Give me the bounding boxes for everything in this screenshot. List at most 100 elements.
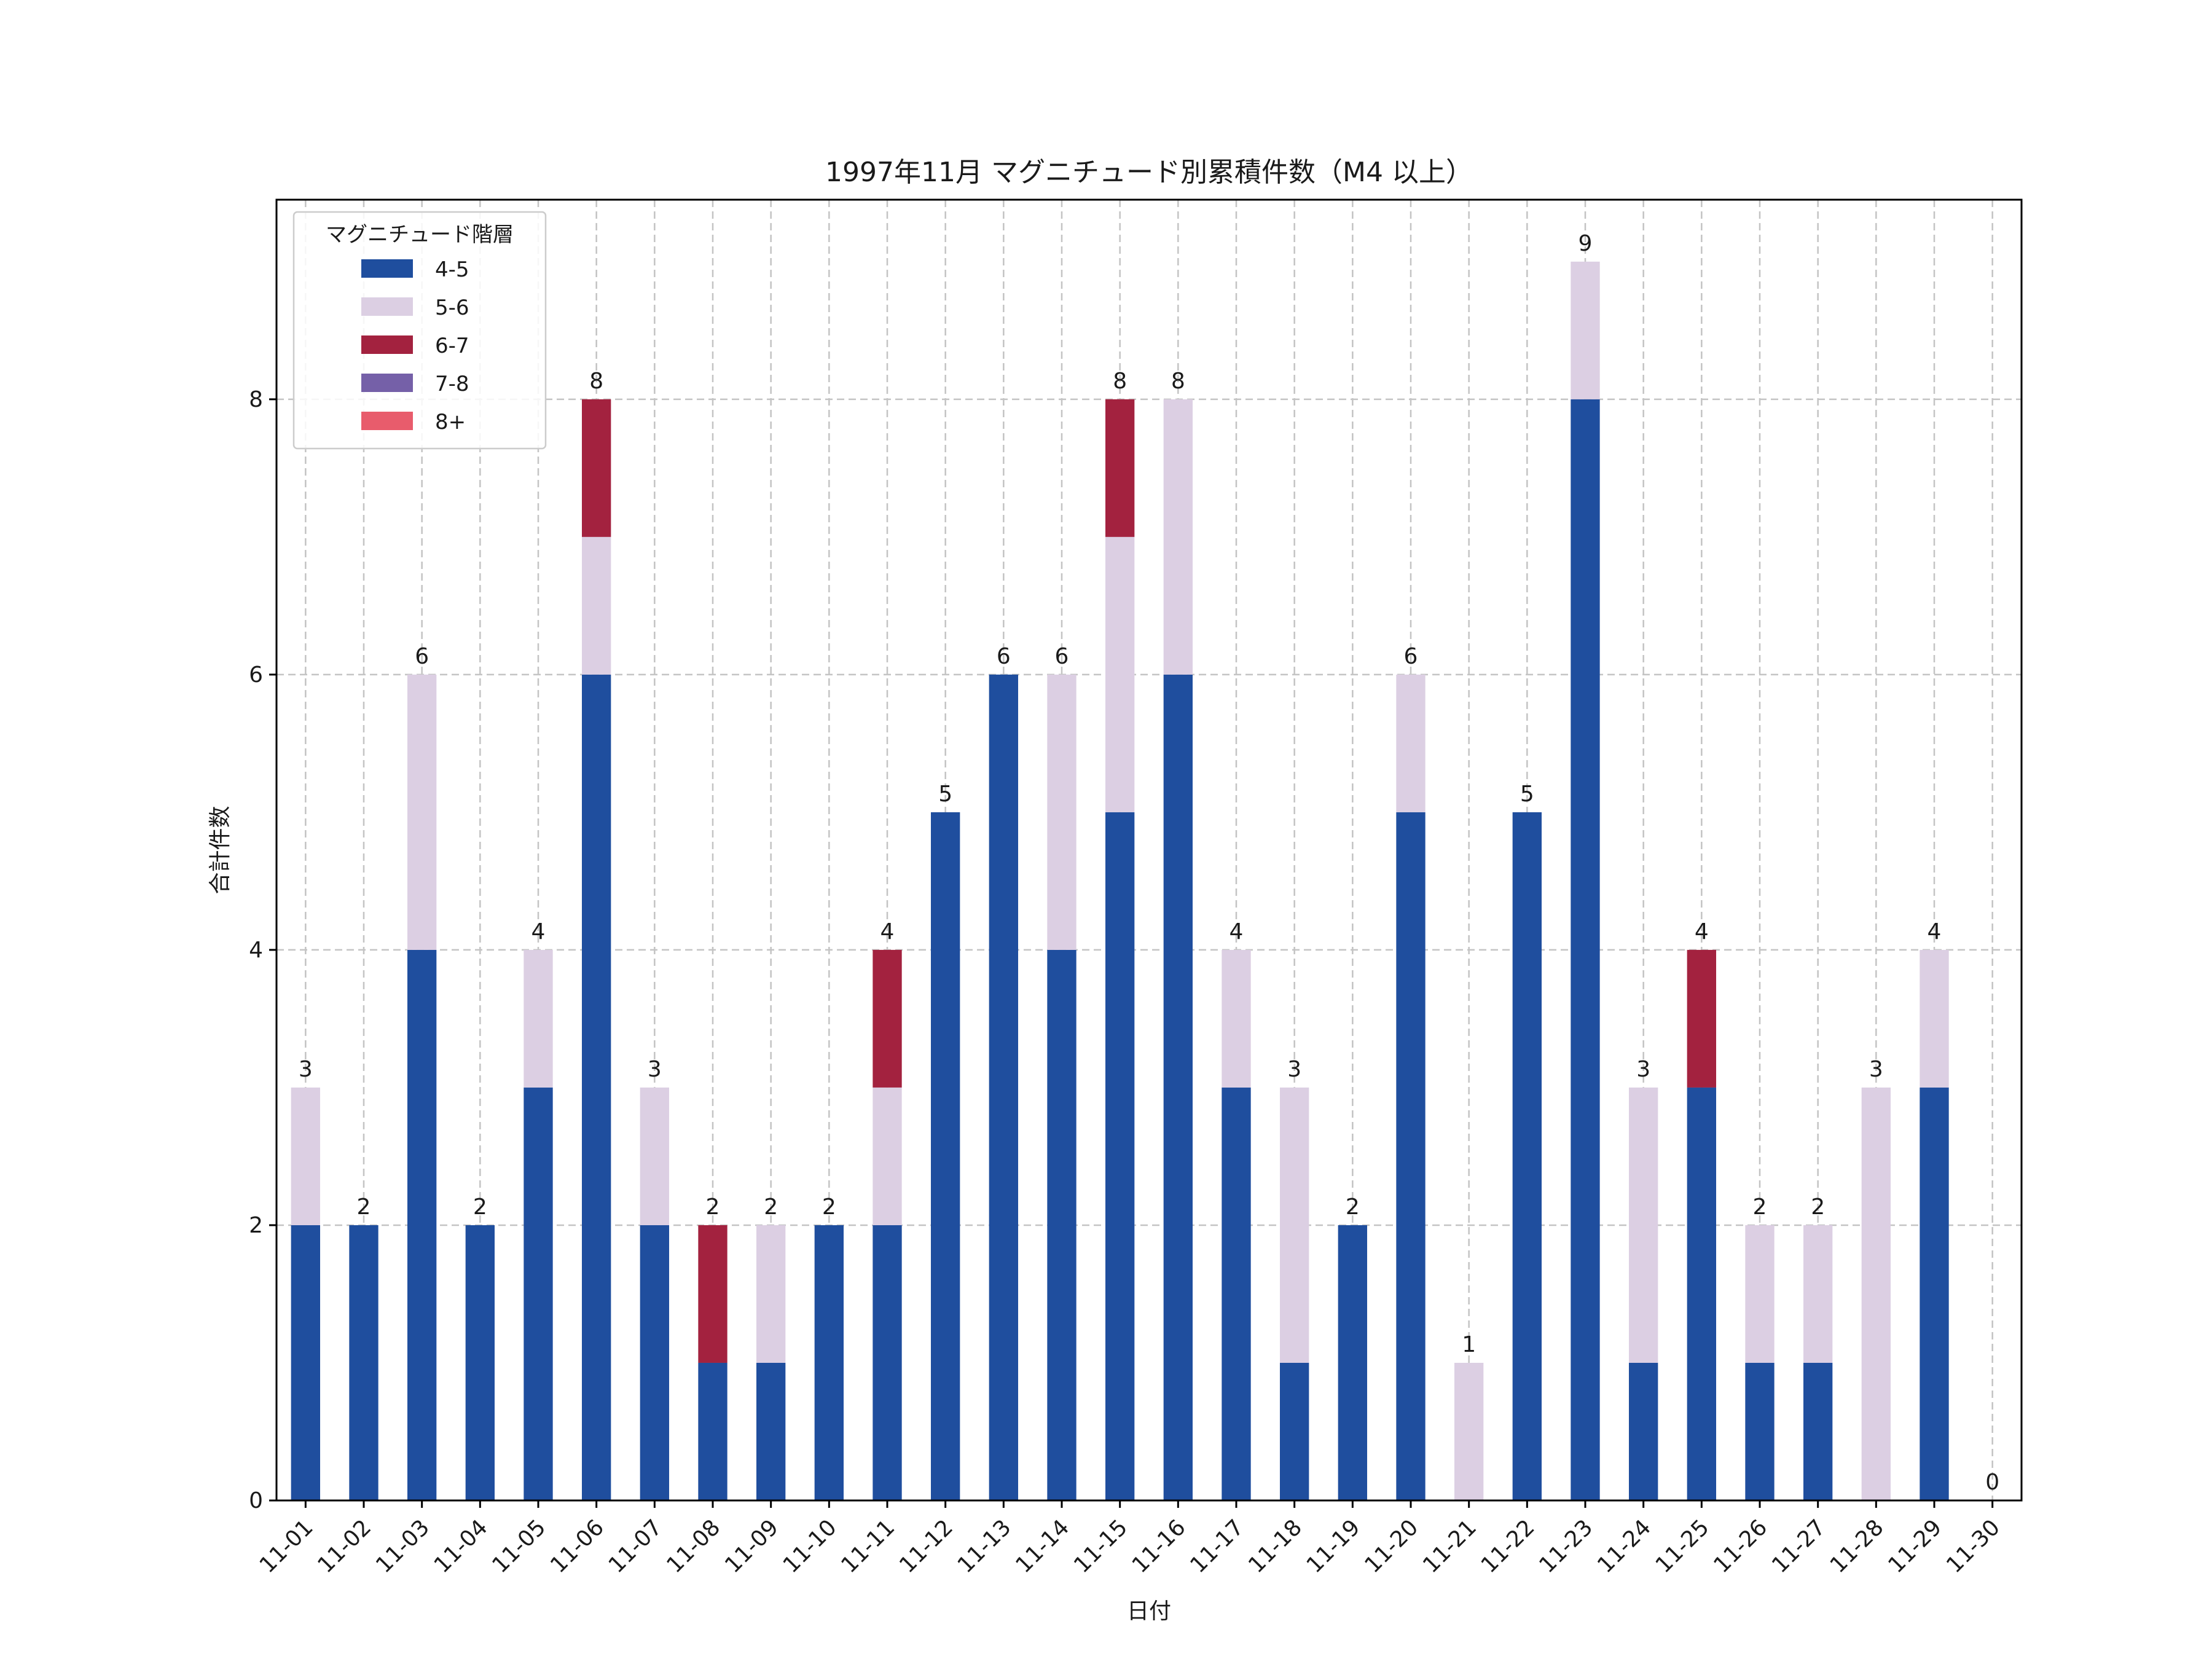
chart-title: 1997年11月 マグニチュード別累積件数（M4 以上） xyxy=(825,157,1473,188)
y-axis-title: 合計件数 xyxy=(208,806,233,894)
bar-segment-5-6 xyxy=(1861,1087,1891,1500)
x-tick-label: 11-18 xyxy=(1244,1515,1307,1578)
data-label: 9 xyxy=(1579,231,1593,256)
bar-segment-4-5 xyxy=(814,1225,844,1500)
bar-segment-4-5 xyxy=(1396,812,1426,1500)
x-tick-label: 11-10 xyxy=(779,1515,842,1578)
data-label: 2 xyxy=(357,1194,371,1220)
bar-segment-5-6 xyxy=(1396,674,1426,812)
bars-layer xyxy=(291,261,1949,1500)
x-tick-label: 11-15 xyxy=(1069,1515,1132,1578)
plot-frame xyxy=(275,198,2023,1502)
x-tick-label: 11-08 xyxy=(662,1515,725,1578)
x-tick-label: 11-16 xyxy=(1128,1515,1191,1578)
legend-label-6-7: 6-7 xyxy=(435,334,469,358)
data-label: 1 xyxy=(1462,1332,1476,1357)
bar-segment-4-5 xyxy=(698,1362,728,1500)
data-label: 6 xyxy=(997,644,1011,669)
data-label: 4 xyxy=(1695,919,1709,944)
data-label: 6 xyxy=(1404,644,1418,669)
bar-segment-4-5 xyxy=(291,1225,320,1500)
data-label: 3 xyxy=(1636,1057,1650,1082)
bar-segment-5-6 xyxy=(1280,1087,1309,1363)
x-tick-label: 11-03 xyxy=(371,1515,434,1578)
x-tick-label: 11-09 xyxy=(720,1515,783,1578)
legend-swatch-4-5 xyxy=(361,259,413,278)
data-label: 5 xyxy=(938,782,952,807)
legend-swatch-7-8 xyxy=(361,374,413,392)
x-tick-label: 11-02 xyxy=(313,1515,376,1578)
x-tick-label: 11-30 xyxy=(1942,1515,2005,1578)
x-tick-label: 11-23 xyxy=(1534,1515,1598,1578)
bar-segment-5-6 xyxy=(1454,1362,1484,1500)
bar-segment-4-5 xyxy=(1629,1362,1658,1500)
legend-swatch-8+ xyxy=(361,412,413,430)
bar-segment-5-6 xyxy=(1920,949,1949,1088)
bar-segment-4-5 xyxy=(1280,1362,1309,1500)
x-tick-label: 11-11 xyxy=(836,1515,900,1578)
x-tick-label: 11-13 xyxy=(953,1515,1016,1578)
bar-segment-4-5 xyxy=(640,1225,669,1500)
data-label: 2 xyxy=(1811,1194,1825,1220)
data-label: 8 xyxy=(589,369,603,394)
bar-segment-4-5 xyxy=(465,1225,495,1500)
data-label: 2 xyxy=(1753,1194,1767,1220)
bar-segment-4-5 xyxy=(407,949,437,1500)
bar-segment-4-5 xyxy=(989,674,1018,1500)
x-tick-label: 11-04 xyxy=(429,1515,493,1578)
x-tick-label: 11-26 xyxy=(1709,1515,1772,1578)
bar-segment-4-5 xyxy=(582,674,611,1500)
bar-segment-5-6 xyxy=(1571,261,1600,399)
data-label: 2 xyxy=(706,1194,720,1220)
bar-segment-6-7 xyxy=(582,399,611,537)
y-tick-label: 2 xyxy=(249,1213,263,1238)
bar-segment-4-5 xyxy=(1338,1225,1367,1500)
x-tick-label: 11-25 xyxy=(1651,1515,1714,1578)
bar-segment-5-6 xyxy=(756,1225,786,1363)
bar-segment-5-6 xyxy=(640,1087,669,1225)
bar-segment-4-5 xyxy=(931,812,960,1500)
bar-segment-4-5 xyxy=(873,1225,902,1500)
bar-segment-5-6 xyxy=(1222,949,1251,1088)
x-tick-label: 11-27 xyxy=(1767,1515,1830,1578)
legend-items: 4-5 5-6 6-7 7-8 8+ xyxy=(361,257,469,434)
data-label: 0 xyxy=(1985,1470,1999,1495)
y-tick-label: 6 xyxy=(249,662,263,688)
data-label: 6 xyxy=(1055,644,1069,669)
data-label: 4 xyxy=(1230,919,1244,944)
x-tick-label: 11-06 xyxy=(546,1515,609,1578)
legend: マグニチュード階層 4-5 5-6 6-7 7-8 8+ xyxy=(292,211,547,450)
x-tick-label: 11-19 xyxy=(1302,1515,1365,1578)
bar-segment-5-6 xyxy=(582,536,611,675)
x-tick-label: 11-17 xyxy=(1185,1515,1249,1578)
legend-box xyxy=(292,211,547,450)
data-label: 3 xyxy=(1287,1057,1301,1082)
bar-segment-4-5 xyxy=(756,1362,786,1500)
y-tick-label: 8 xyxy=(249,387,263,412)
legend-label-4-5: 4-5 xyxy=(435,257,469,282)
bar-segment-4-5 xyxy=(1512,812,1542,1500)
x-tick-label: 11-21 xyxy=(1418,1515,1481,1578)
data-label: 5 xyxy=(1520,782,1534,807)
bar-segment-4-5 xyxy=(524,1087,553,1500)
data-label: 8 xyxy=(1113,369,1127,394)
data-label: 2 xyxy=(1346,1194,1360,1220)
bar-segment-4-5 xyxy=(1571,399,1600,1500)
x-tick-label: 11-28 xyxy=(1826,1515,1889,1578)
y-tick-label: 0 xyxy=(249,1488,263,1513)
x-tick-label: 11-20 xyxy=(1360,1515,1423,1578)
y-tick-label: 4 xyxy=(249,938,263,963)
x-tick-label: 11-01 xyxy=(255,1515,318,1578)
legend-swatch-5-6 xyxy=(361,297,413,316)
bar-segment-6-7 xyxy=(873,949,902,1088)
data-label: 3 xyxy=(1869,1057,1883,1082)
x-tick-label: 11-12 xyxy=(895,1515,958,1578)
x-tick-label: 11-07 xyxy=(604,1515,667,1578)
bar-segment-6-7 xyxy=(1105,399,1135,537)
bar-segment-5-6 xyxy=(1047,674,1077,950)
bar-segment-5-6 xyxy=(524,949,553,1088)
data-label: 6 xyxy=(415,644,429,669)
bar-segment-4-5 xyxy=(1163,674,1193,1500)
